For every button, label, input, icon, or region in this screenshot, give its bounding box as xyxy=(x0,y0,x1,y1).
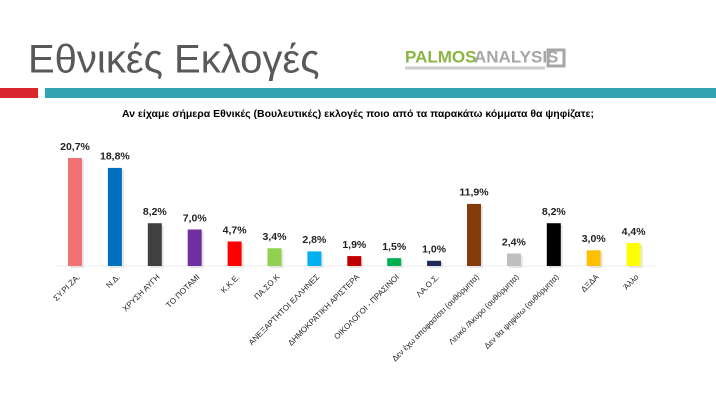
value-label: 3,4% xyxy=(263,231,288,243)
logo-secondary: ANALYSIS xyxy=(474,47,558,66)
slide-title: Εθνικές Εκλογές xyxy=(28,38,319,82)
value-label: 1,9% xyxy=(342,239,367,251)
bar xyxy=(267,248,282,266)
bar xyxy=(546,223,561,266)
x-tick-label: ΟΙΚΟΛΟΓΟΙ - ΠΡΑΣΙΝΟΙ xyxy=(332,273,401,342)
value-label: 7,0% xyxy=(183,212,208,224)
accent-teal xyxy=(45,88,716,98)
logo: PALMOS ANALYSIS xyxy=(405,47,566,70)
x-tick-label: Λευκό /Άκυρο (αυθόρμητα) xyxy=(447,272,521,346)
bar xyxy=(187,229,202,266)
bar xyxy=(387,258,402,266)
x-tick-label: ΠΑ.ΣΟ.Κ xyxy=(252,272,282,302)
bar xyxy=(506,253,521,266)
value-label: 3,0% xyxy=(582,233,607,245)
value-label: 1,0% xyxy=(422,244,447,256)
value-label: 4,4% xyxy=(622,226,647,238)
x-tick-label: ΧΡΥΣΗ ΑΥΓΗ xyxy=(121,272,162,313)
bar xyxy=(147,223,162,266)
x-tick-label: Κ.Κ.Ε. xyxy=(219,273,241,295)
x-tick-label: ΑΝΕΞΑΡΤΗΤΟΙ ΕΛΛΗΝΕΣ xyxy=(247,273,321,347)
bar xyxy=(427,260,442,266)
x-tick-label: Άλλο xyxy=(622,272,641,291)
logo-icon xyxy=(546,48,566,68)
value-label: 11,9% xyxy=(459,187,489,199)
x-tick-label: Δεν έχω αποφασίσει (αυθόρμητα) xyxy=(390,272,481,363)
bar xyxy=(68,158,82,266)
bar xyxy=(467,203,481,266)
value-label: 1,5% xyxy=(382,241,407,253)
bar xyxy=(626,243,641,266)
logo-primary: PALMOS xyxy=(405,47,476,66)
accent-red xyxy=(0,88,38,98)
x-tick-label: ΤΟ ΠΟΤΑΜΙ xyxy=(164,273,201,310)
chart-title: Αν είχαμε σήμερα Εθνικές (Βουλευτικές) ε… xyxy=(122,108,594,120)
value-label: 2,8% xyxy=(302,234,327,246)
x-tick-label: ΔΗΜΟΚΡΑΤΙΚΗ ΑΡΙΣΤΕΡΑ xyxy=(286,272,361,347)
value-label: 4,7% xyxy=(223,224,248,236)
value-label: 8,2% xyxy=(542,206,567,218)
x-tick-label: ΛΑ.Ο.Σ. xyxy=(414,273,441,300)
bar xyxy=(347,256,362,266)
bar xyxy=(586,250,601,266)
value-label: 18,8% xyxy=(100,151,130,163)
x-tick-label: ΔΞΔΑ xyxy=(579,272,601,294)
x-tick-label: Ν.Δ. xyxy=(104,273,121,290)
plot: 20,7% ΣΥ.ΡΙ.ΖΑ. 18,8% Ν.Δ. 8,2% ΧΡΥΣΗ ΑΥΓΗ 7,0… xyxy=(52,141,655,363)
bar xyxy=(107,167,122,266)
bar xyxy=(307,251,322,266)
value-label: 2,4% xyxy=(502,236,527,248)
value-label: 8,2% xyxy=(143,206,168,218)
x-tick-label: ΣΥ.ΡΙ.ΖΑ. xyxy=(52,273,82,303)
x-tick-label: Δεν θα ψηφίσω (αυθόρμητα) xyxy=(483,272,561,350)
value-label: 20,7% xyxy=(60,141,90,153)
bar xyxy=(227,241,242,266)
